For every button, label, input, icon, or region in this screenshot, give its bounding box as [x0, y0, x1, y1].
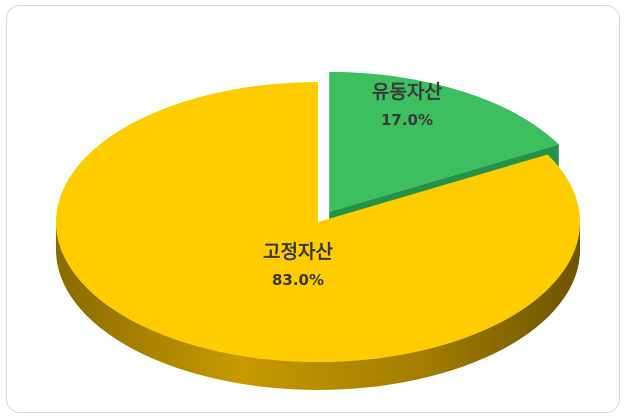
pie-labels: 유동자산 17.0% 고정자산 83.0%	[263, 81, 442, 289]
pie-slice-유동자산	[329, 71, 559, 212]
slice-label-유동자산: 유동자산	[372, 81, 442, 103]
pie-slice-고정자산	[55, 82, 580, 363]
slice-percent-유동자산: 17.0%	[381, 111, 433, 129]
slice-percent-고정자산: 83.0%	[272, 271, 324, 289]
pie-side-고정자산	[56, 222, 580, 390]
pie-tops	[55, 71, 580, 363]
slice-label-고정자산: 고정자산	[263, 241, 333, 263]
